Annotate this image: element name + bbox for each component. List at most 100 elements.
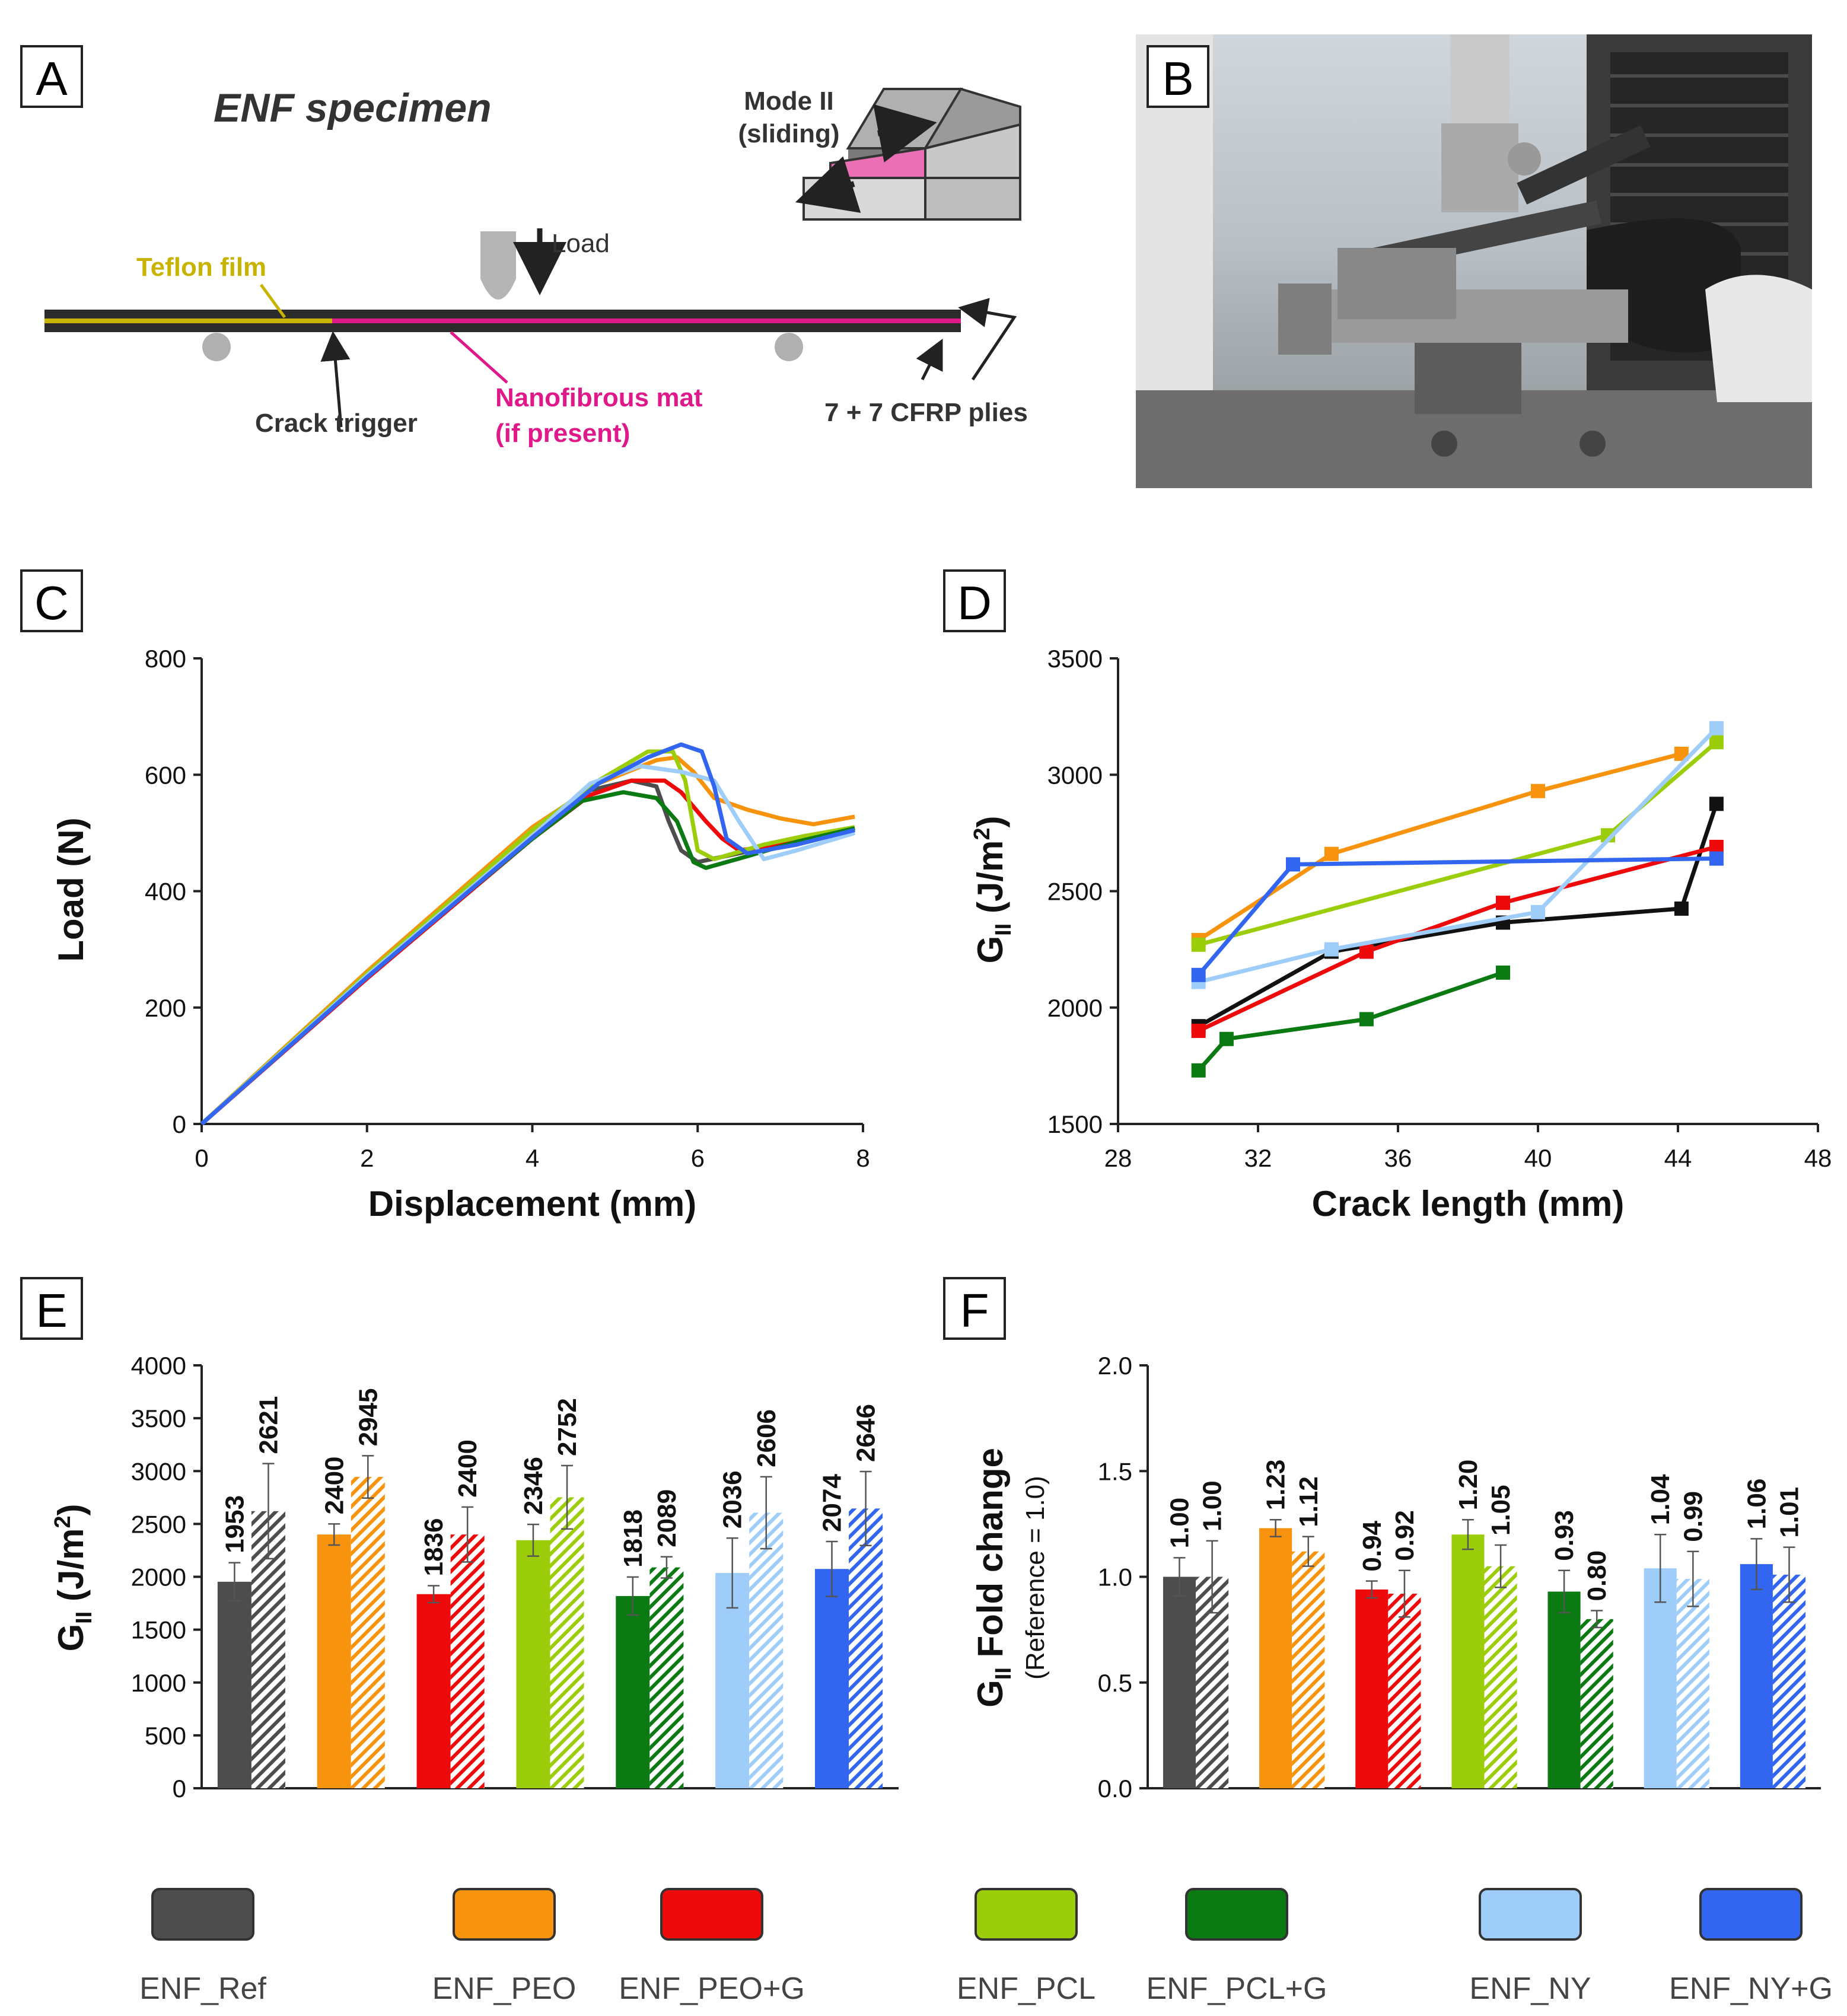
data-point-ENF_PCL+G: [1496, 965, 1510, 980]
legend-swatch-ENF_PCL: [975, 1888, 1078, 1941]
y-tick-label: 3500: [131, 1404, 186, 1432]
x-tick-label: 40: [1524, 1144, 1552, 1172]
data-label: 2089: [652, 1489, 682, 1547]
data-label: 2752: [553, 1398, 582, 1456]
data-point-ENF_PEO+G: [1359, 944, 1374, 959]
data-label: 2074: [818, 1474, 847, 1532]
x-tick-label: 0: [195, 1144, 208, 1172]
data-point-ENF_NY+G: [1286, 857, 1300, 872]
bar-ENF_PEO-hatched: [351, 1477, 385, 1788]
x-tick-label: 36: [1384, 1144, 1412, 1172]
data-label: 1.20: [1454, 1460, 1483, 1511]
bar-ENF_PEO-solid: [317, 1534, 351, 1788]
y-tick-label: 2500: [131, 1510, 186, 1538]
panel-letter-f: F: [960, 1284, 989, 1337]
y-axis-title-main: G: [970, 1680, 1010, 1708]
y-axis-subtitle: (Reference = 1.0): [1021, 1476, 1050, 1680]
bar-ENF_PEO+G-solid: [416, 1594, 451, 1788]
y-axis-title: Load (N): [51, 817, 91, 961]
panel-a-schematic: ENF specimen Mode II (sliding) Load Tefl…: [44, 85, 1028, 448]
legend-label: ENF_Ref: [139, 1972, 266, 2006]
data-label: 2606: [752, 1409, 781, 1467]
bar-ENF_NY+G-solid: [1740, 1564, 1773, 1788]
data-label: 1.06: [1742, 1479, 1771, 1530]
data-point-ENF_NY: [1531, 905, 1545, 919]
test-rig-photo-icon: [1136, 34, 1812, 488]
y-axis-title-sup: 2: [50, 1516, 75, 1528]
series-line-ENF_NY: [1198, 727, 1718, 984]
bar-ENF_Ref-solid: [1163, 1577, 1196, 1788]
x-tick-label: 32: [1244, 1144, 1272, 1172]
legend-swatch-ENF_PCL+G: [1185, 1888, 1288, 1941]
teflon-film-line: [44, 319, 332, 323]
x-axis-title: Displacement (mm): [368, 1184, 696, 1224]
data-point-ENF_PEO: [1531, 784, 1545, 798]
x-axis-title: Crack length (mm): [1312, 1184, 1625, 1224]
chart-c-load-displacement: 0 200 400 600 800 0 2 4 6 8 Displacement (mm) Load …: [51, 645, 870, 1224]
y-axis-title: GII Fold change: [970, 1448, 1016, 1708]
bar-ENF_PCL-hatched: [550, 1497, 584, 1788]
data-label: 0.99: [1679, 1491, 1708, 1542]
x-tick-label: 28: [1104, 1144, 1132, 1172]
bar-ENF_NY-hatched: [749, 1512, 784, 1788]
chart-f-fold-change-bars: 0.0 0.5 1.0 1.5 2.0 1.00 1.00 1.23 1.12 0.94 0.92 1…: [970, 1352, 1821, 1802]
plies-label: 7 + 7 CFRP plies: [824, 398, 1028, 427]
bar-ENF_NY+G-solid: [815, 1569, 849, 1788]
bar-ENF_PCL-solid: [516, 1540, 550, 1788]
y-axis-title-main: G: [51, 1624, 91, 1652]
bar-ENF_PCL-hatched: [1484, 1566, 1517, 1788]
chart-e-gii-bars: 0 500 1000 1500 2000 2500 3000 3500 4000 1953 2621…: [50, 1352, 899, 1802]
legend-swatch-ENF_PEO+G: [660, 1888, 763, 1941]
data-point-ENF_PEO: [1324, 846, 1339, 861]
series-line-ENF_PEO: [200, 755, 855, 1126]
mat-label-1: Nanofibrous mat: [495, 383, 703, 412]
bar-ENF_PCL+G-solid: [1547, 1591, 1581, 1788]
panel-letter-a: A: [36, 52, 68, 105]
data-point-ENF_PCL+G: [1359, 1012, 1374, 1027]
y-tick-label: 1500: [131, 1616, 186, 1644]
panel-letters: A B C D E F: [20, 45, 1209, 1340]
data-label: 1.01: [1775, 1487, 1804, 1538]
support-right-icon: [775, 333, 803, 361]
legend-label: ENF_NY: [1469, 1972, 1591, 2006]
data-point-ENF_PCL: [1709, 735, 1724, 750]
y-axis-title-sub: II: [72, 1611, 97, 1624]
y-tick-label: 4000: [131, 1352, 186, 1380]
data-point-ENF_NY+G: [1709, 851, 1724, 866]
data-label: 1953: [220, 1495, 249, 1553]
data-label: 2621: [254, 1396, 283, 1454]
load-nose-icon: [480, 231, 516, 300]
support-left-icon: [202, 333, 231, 361]
data-point-ENF_PEO+G: [1496, 896, 1510, 910]
bar-ENF_Ref-solid: [217, 1581, 251, 1788]
data-point-ENF_NY: [1324, 942, 1339, 957]
x-tick-label: 44: [1664, 1144, 1692, 1172]
series-line-ENF_NY+G: [200, 742, 855, 1126]
bar-ENF_PEO+G-hatched: [450, 1534, 485, 1788]
data-label: 2400: [453, 1439, 482, 1498]
crack-trigger-label: Crack trigger: [255, 409, 418, 438]
x-tick-label: 2: [360, 1144, 374, 1172]
bar-ENF_PEO-solid: [1259, 1528, 1292, 1788]
legend-label: ENF_PEO+G: [619, 1972, 805, 2006]
legend-swatch-ENF_NY: [1479, 1888, 1582, 1941]
y-axis-title: GII (J/m2): [970, 816, 1016, 964]
mode-label-1: Mode II: [744, 87, 834, 116]
data-label: 0.93: [1550, 1510, 1579, 1561]
y-tick-label: 3000: [1047, 761, 1103, 789]
y-tick-label: 1.5: [1098, 1457, 1132, 1485]
y-tick-label: 0: [173, 1110, 186, 1138]
y-axis-title-main: G: [970, 936, 1010, 964]
legend-label: ENF_PCL+G: [1147, 1972, 1327, 2006]
panel-a-title: ENF specimen: [214, 85, 492, 130]
y-tick-label: 0.0: [1098, 1775, 1132, 1802]
legend-label: ENF_PCL: [957, 1972, 1096, 2006]
y-tick-label: 1000: [131, 1669, 186, 1697]
data-label: 1.00: [1165, 1498, 1195, 1549]
data-label: 2646: [852, 1404, 881, 1462]
teflon-label: Teflon film: [136, 253, 266, 282]
mat-label-2: (if present): [495, 419, 630, 448]
y-tick-label: 2000: [1047, 994, 1103, 1022]
bar-ENF_PCL+G-solid: [616, 1595, 650, 1788]
